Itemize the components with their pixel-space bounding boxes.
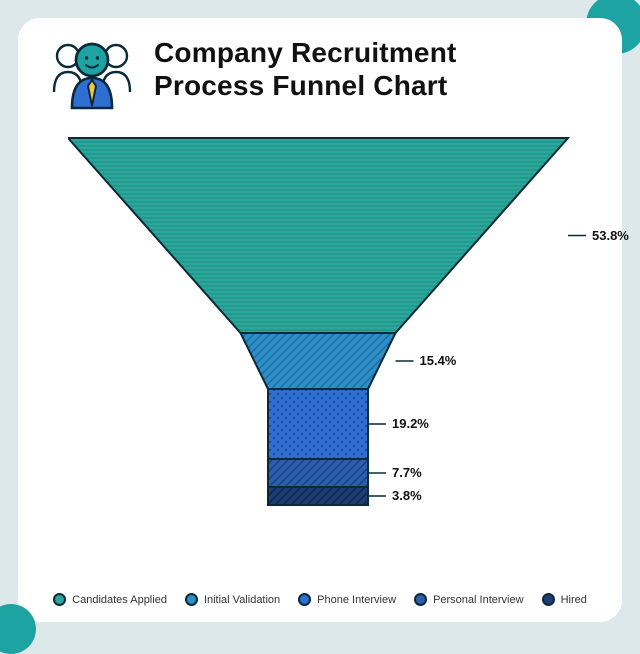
chart-card: Company Recruitment Process Funnel Chart	[18, 18, 622, 622]
funnel-segment-initial_validation	[241, 333, 396, 389]
legend-label: Personal Interview	[433, 594, 524, 606]
chart-title: Company Recruitment Process Funnel Chart	[154, 36, 457, 102]
title-line-1: Company Recruitment	[154, 36, 457, 69]
funnel-segment-phone_interview	[268, 389, 368, 459]
legend-swatch	[298, 593, 311, 606]
funnel-value-initial_validation: 15.4%	[420, 353, 457, 368]
legend-swatch	[185, 593, 198, 606]
legend-label: Candidates Applied	[72, 594, 167, 606]
legend-label: Hired	[561, 594, 587, 606]
legend-swatch	[542, 593, 555, 606]
legend-item: Candidates Applied	[53, 593, 167, 606]
funnel-value-hired: 3.8%	[392, 488, 422, 503]
chart-legend: Candidates Applied Initial Validation Phon…	[18, 593, 622, 606]
legend-swatch	[414, 593, 427, 606]
legend-item: Personal Interview	[414, 593, 524, 606]
funnel-value-personal_interview: 7.7%	[392, 465, 422, 480]
legend-swatch	[53, 593, 66, 606]
title-line-2: Process Funnel Chart	[154, 69, 457, 102]
legend-item: Hired	[542, 593, 587, 606]
people-icon	[48, 36, 136, 119]
legend-label: Phone Interview	[317, 594, 396, 606]
funnel-value-phone_interview: 19.2%	[392, 416, 429, 431]
funnel-segment-personal_interview	[268, 459, 368, 487]
legend-label: Initial Validation	[204, 594, 280, 606]
legend-item: Initial Validation	[185, 593, 280, 606]
funnel-value-candidates_applied: 53.8%	[592, 228, 629, 243]
legend-item: Phone Interview	[298, 593, 396, 606]
chart-header: Company Recruitment Process Funnel Chart	[48, 36, 457, 119]
funnel-segment-candidates_applied	[68, 138, 568, 333]
funnel-chart: 53.8%15.4%19.2%7.7%3.8%	[68, 136, 568, 566]
funnel-segment-hired	[268, 487, 368, 505]
